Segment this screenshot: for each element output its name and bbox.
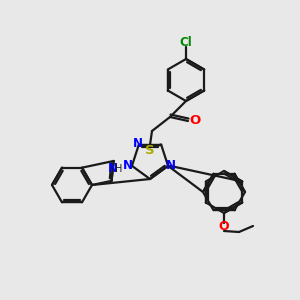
- Text: O: O: [219, 220, 229, 233]
- Text: N: N: [108, 163, 118, 176]
- Text: O: O: [189, 115, 201, 128]
- Text: Cl: Cl: [180, 37, 192, 50]
- Text: N: N: [166, 159, 176, 172]
- Text: H: H: [115, 164, 122, 174]
- Text: S: S: [145, 145, 155, 158]
- Text: N: N: [123, 159, 133, 172]
- Text: N: N: [133, 137, 143, 150]
